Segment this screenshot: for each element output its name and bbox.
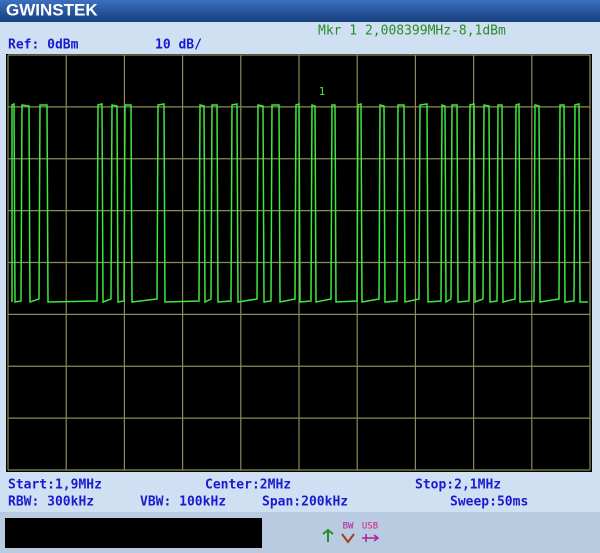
sweep: Sweep:50ms [450,495,528,510]
usb-indicator: USB [362,522,378,532]
marker-tag: 1 [319,85,326,98]
rbw: RBW: 300kHz [8,495,94,510]
usb-icon [362,534,380,542]
hold-icon [341,533,355,544]
span: Span:200kHz [262,495,348,510]
message-box [5,518,262,548]
vbw: VBW: 100kHz [140,495,226,510]
start-freq: Start:1,9MHz [8,478,102,493]
trigger-icon [322,528,334,542]
title-bar [0,0,600,22]
marker-readout: Mkr 1 2,008399MHz-8,1dBm [318,24,506,39]
center-freq: Center:2MHz [205,478,291,493]
ref-level: Ref: 0dBm [8,38,79,53]
scale: 10 dB/ [155,38,202,53]
logo: GWINSTEK [6,0,98,19]
trace [11,102,588,304]
bw-indicator: BW [343,522,354,532]
stop-freq: Stop:2,1MHz [415,478,501,493]
